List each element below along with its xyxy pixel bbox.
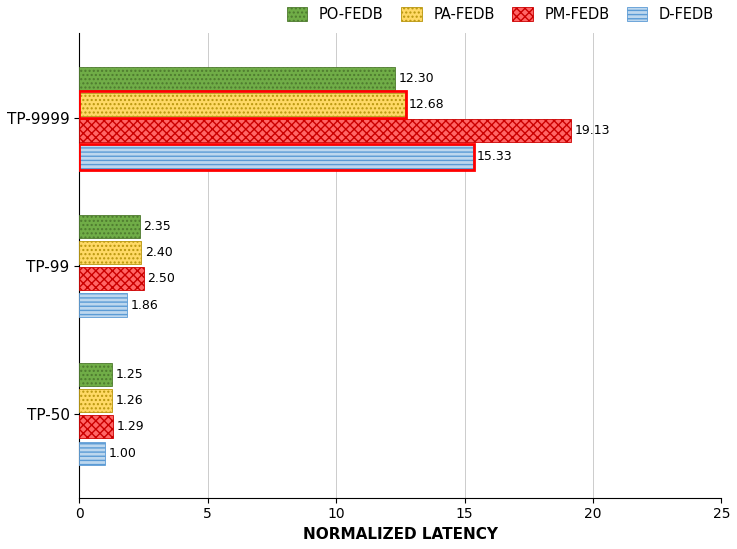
Bar — [80, 241, 141, 264]
Text: 2.50: 2.50 — [147, 272, 175, 285]
Text: 1.86: 1.86 — [131, 299, 158, 311]
X-axis label: NORMALIZED LATENCY: NORMALIZED LATENCY — [303, 527, 498, 542]
Bar — [80, 389, 112, 412]
Text: 15.33: 15.33 — [477, 150, 512, 164]
Bar — [80, 363, 111, 386]
Bar — [80, 267, 144, 290]
Bar — [80, 294, 128, 317]
Bar — [80, 441, 105, 464]
Bar — [80, 145, 473, 169]
Bar — [80, 215, 140, 238]
Text: 12.68: 12.68 — [409, 98, 444, 111]
Text: 1.26: 1.26 — [116, 394, 143, 407]
Text: 1.00: 1.00 — [109, 447, 137, 460]
Bar — [80, 144, 475, 170]
Text: 12.30: 12.30 — [399, 71, 435, 85]
Text: 1.29: 1.29 — [116, 421, 144, 433]
Bar — [80, 119, 570, 142]
Bar — [80, 93, 405, 116]
Bar — [80, 66, 395, 89]
Text: 2.35: 2.35 — [144, 220, 172, 233]
Legend: PO-FEDB, PA-FEDB, PM-FEDB, D-FEDB: PO-FEDB, PA-FEDB, PM-FEDB, D-FEDB — [287, 7, 714, 21]
Text: 19.13: 19.13 — [574, 124, 610, 137]
Text: 1.25: 1.25 — [116, 368, 143, 381]
Bar — [80, 415, 113, 439]
Bar — [80, 91, 406, 117]
Text: 2.40: 2.40 — [145, 246, 172, 259]
